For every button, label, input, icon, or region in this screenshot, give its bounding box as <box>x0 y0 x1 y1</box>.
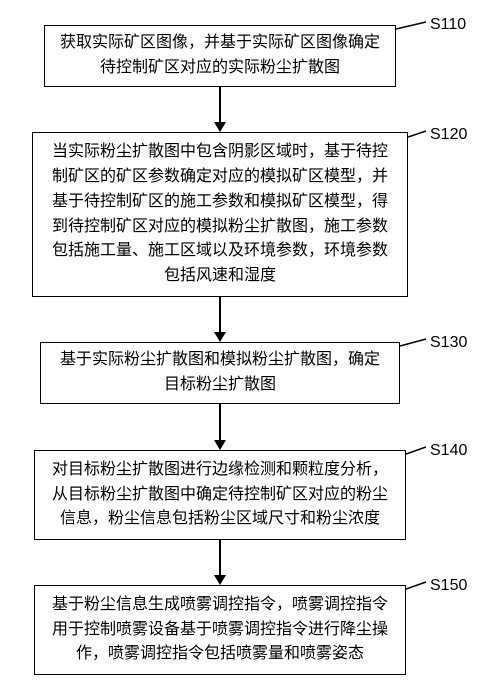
leader-line-s110 <box>396 20 428 32</box>
flow-node-text: 当实际粉尘扩散图中包含阴影区域时，基于待控制矿区的矿区参数确定对应的模拟矿区模型… <box>47 140 393 289</box>
flow-node-text: 基于实际粉尘扩散图和模拟粉尘扩散图，确定目标粉尘扩散图 <box>55 348 385 398</box>
step-label-s120: S120 <box>430 126 467 144</box>
step-label-s110: S110 <box>430 16 466 34</box>
flow-node-s150: 基于粉尘信息生成喷雾调控指令，喷雾调控指令用于控制喷雾设备基于喷雾调控指令进行降… <box>34 585 406 675</box>
flow-node-s120: 当实际粉尘扩散图中包含阴影区域时，基于待控制矿区的矿区参数确定对应的模拟矿区模型… <box>32 132 408 297</box>
arrow-head-icon <box>214 332 226 342</box>
flow-arrow <box>219 540 221 575</box>
flow-arrow <box>219 87 221 122</box>
flowchart-canvas: 获取实际矿区图像，并基于实际矿区图像确定待控制矿区对应的实际粉尘扩散图 S110… <box>0 0 502 695</box>
leader-line-s120 <box>408 129 428 139</box>
arrow-head-icon <box>214 440 226 450</box>
arrow-head-icon <box>214 122 226 132</box>
arrow-head-icon <box>214 575 226 585</box>
flow-node-text: 对目标粉尘扩散图进行边缘检测和颗粒度分析，从目标粉尘扩散图中确定待控制矿区对应的… <box>49 458 391 532</box>
flow-node-text: 基于粉尘信息生成喷雾调控指令，喷雾调控指令用于控制喷雾设备基于喷雾调控指令进行降… <box>49 593 391 667</box>
step-label-s130: S130 <box>430 334 467 352</box>
step-label-s150: S150 <box>430 577 467 595</box>
leader-line-s140 <box>406 445 428 456</box>
flow-node-text: 获取实际矿区图像，并基于实际矿区图像确定待控制矿区对应的实际粉尘扩散图 <box>59 31 381 81</box>
flow-arrow <box>219 297 221 332</box>
flow-arrow <box>219 404 221 440</box>
step-label-s140: S140 <box>430 442 467 460</box>
flow-node-s140: 对目标粉尘扩散图进行边缘检测和颗粒度分析，从目标粉尘扩散图中确定待控制矿区对应的… <box>34 450 406 540</box>
flow-node-s110: 获取实际矿区图像，并基于实际矿区图像确定待控制矿区对应的实际粉尘扩散图 <box>44 25 396 87</box>
flow-node-s130: 基于实际粉尘扩散图和模拟粉尘扩散图，确定目标粉尘扩散图 <box>40 342 400 404</box>
leader-line-s150 <box>406 580 428 591</box>
leader-line-s130 <box>400 337 428 348</box>
